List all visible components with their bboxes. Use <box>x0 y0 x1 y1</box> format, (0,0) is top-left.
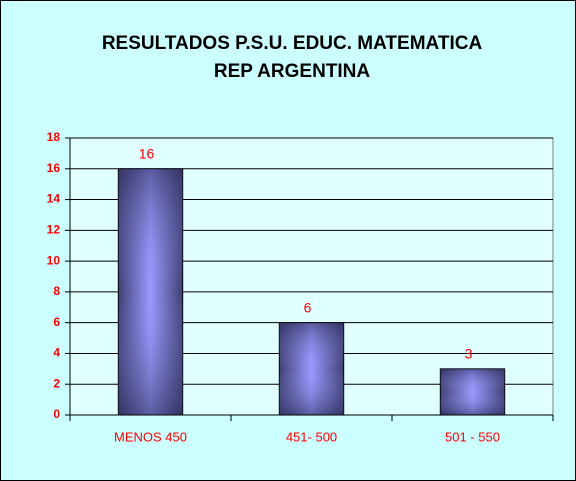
y-tick-label: 12 <box>47 223 61 237</box>
y-tick-label: 8 <box>53 284 60 298</box>
bar-shade <box>279 322 344 415</box>
value-label: 3 <box>465 346 473 362</box>
chart-title: RESULTADOS P.S.U. EDUC. MATEMATICA <box>102 33 483 54</box>
y-tick-label: 14 <box>47 192 61 206</box>
bar-shade <box>440 368 505 415</box>
value-label: 6 <box>304 299 312 315</box>
x-tick-label: 501 - 550 <box>445 429 500 444</box>
y-tick-label: 16 <box>47 161 61 175</box>
x-tick-label: 451- 500 <box>286 429 337 444</box>
y-tick-label: 6 <box>53 315 60 329</box>
value-label: 16 <box>139 145 155 161</box>
y-tick-label: 2 <box>53 376 60 390</box>
y-tick-label: 18 <box>47 130 61 144</box>
y-tick-label: 0 <box>53 407 60 421</box>
chart-title: REP ARGENTINA <box>214 61 371 82</box>
bar-shade <box>118 168 183 415</box>
x-tick-label: MENOS 450 <box>114 429 187 444</box>
y-tick-label: 4 <box>53 346 60 360</box>
y-tick-label: 10 <box>47 253 61 267</box>
